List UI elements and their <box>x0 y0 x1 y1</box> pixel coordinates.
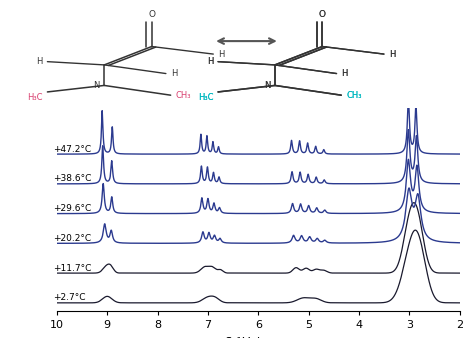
Text: H₃C: H₃C <box>198 93 213 102</box>
Text: CH₃: CH₃ <box>346 91 362 100</box>
Text: +38.6°C: +38.6°C <box>53 174 91 183</box>
X-axis label: δ ¹H / ppm: δ ¹H / ppm <box>225 336 292 338</box>
Text: H: H <box>389 50 395 58</box>
Text: O: O <box>319 10 326 20</box>
Text: O: O <box>148 10 155 20</box>
Text: +20.2°C: +20.2°C <box>53 234 91 243</box>
Text: H₃C: H₃C <box>198 93 213 102</box>
Text: H₃C: H₃C <box>27 93 43 102</box>
Text: H: H <box>341 69 347 78</box>
Text: H: H <box>218 50 224 58</box>
Text: H: H <box>389 50 395 58</box>
Text: +47.2°C: +47.2°C <box>53 145 91 153</box>
Text: N: N <box>264 81 270 90</box>
Text: CH₃: CH₃ <box>346 91 362 100</box>
Text: +11.7°C: +11.7°C <box>53 264 91 272</box>
Text: N: N <box>93 81 100 90</box>
Text: H: H <box>171 69 177 78</box>
Text: +29.6°C: +29.6°C <box>53 204 91 213</box>
Text: CH₃: CH₃ <box>175 91 191 100</box>
Text: N: N <box>264 81 270 90</box>
Text: O: O <box>319 10 326 20</box>
Text: H: H <box>341 69 347 78</box>
Text: H: H <box>207 57 213 66</box>
Text: +2.7°C: +2.7°C <box>53 293 85 302</box>
Text: H: H <box>36 57 43 66</box>
Text: H: H <box>207 57 213 66</box>
